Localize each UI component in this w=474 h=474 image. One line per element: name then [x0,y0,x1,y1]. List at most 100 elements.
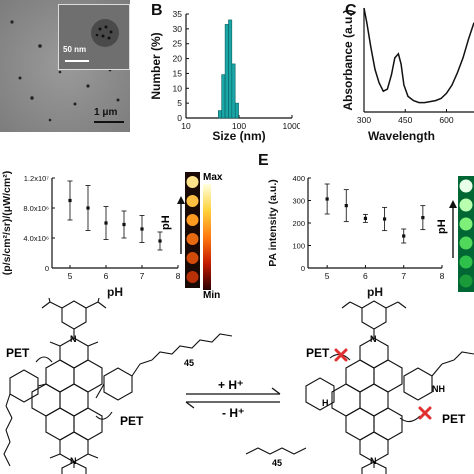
y-tick-label: 25 [173,39,183,49]
pa-well [459,217,473,231]
molecule-right [305,300,474,474]
panel-label-c: C [345,2,357,19]
peg-subscript-right: 45 [272,458,283,468]
absorbance-spectrum: 300 450 600 Wavelength Absorbance (a.u.) [341,7,474,143]
size-histogram: 0 5 10 15 20 25 30 35 10 100 1000 Size (nm) Number (… [149,9,300,143]
pa-intensity-chart: 0 100 200 300 400 5 6 7 8 pH PA intensity (a.u.) [267,174,445,299]
peg-subscript-left: 45 [184,358,195,368]
y-axis-title: PA intensity (a.u.) [267,179,279,267]
x-tick-label: 450 [398,115,412,125]
pa-well [459,198,473,212]
y-tick-label: 20 [173,54,183,64]
y-tick-label: 0 [301,264,305,273]
fluorescence-well [186,271,199,283]
y-tick-label: 5 [177,98,182,108]
panel-label-b: B [151,2,163,19]
y-tick-label: 15 [173,68,183,78]
blocked-pet-marks [334,348,432,420]
histogram-bar [234,102,239,119]
y-tick-label: 35 [173,9,183,19]
inset-scale-label: 50 nm [63,45,87,54]
pa-well [459,179,473,193]
data-point [325,197,329,201]
histogram-bar [231,63,236,119]
x-tick-label: 600 [439,115,453,125]
nitrogen-label-4: N [370,456,377,466]
tem-image: 50 nm 1 μm [0,0,130,132]
ph-arrow-d [177,196,185,254]
colorbar-max: Max [203,172,223,183]
y-tick-label: 30 [173,24,183,34]
x-tick-label: 5 [325,271,330,281]
main-scale-label: 1 μm [94,107,118,118]
x-tick-label: 100 [232,121,246,131]
histogram-bar [228,19,233,119]
equilibrium-arrows [185,387,281,409]
y-tick-label: 10 [173,83,183,93]
data-point [158,239,162,243]
data-point [382,217,387,221]
forward-label: + H⁺ [218,378,244,392]
pet-label-left-bottom: PET [120,414,144,428]
y-axis-title: Absorbance (a.u.) [341,9,355,110]
histogram-bar [221,74,226,119]
y-tick-label: 8.0x10⁶ [23,204,49,213]
x-axis-title: pH [107,285,123,299]
histogram-bar [218,110,222,119]
molecule-left [5,298,233,474]
x-tick-label: 300 [357,115,371,125]
tem-inset: 50 nm [58,4,130,70]
data-point [402,234,406,238]
x-tick-label: 7 [401,271,406,281]
panel-label-e: E [258,152,269,169]
pet-label-right-top: PET [306,346,330,360]
x-tick-label: 8 [176,271,181,281]
x-tick-label: 6 [104,271,109,281]
data-point [363,216,368,220]
pa-well [459,255,473,269]
colorbar-min: Min [203,290,221,301]
pet-label-left-top: PET [6,346,30,360]
x-tick-label: 5 [68,271,73,281]
data-point [68,198,72,203]
x-axis-title: Wavelength [368,129,435,143]
pa-well [459,236,473,250]
fluorescence-well [186,233,199,245]
y-tick-label: 200 [292,219,305,228]
fluorescence-well [186,195,199,207]
nitrogen-label-1: N [70,334,77,344]
fluorescence-well [186,176,199,188]
y-tick-label: 400 [292,174,305,183]
colorbar-ph-label: pH [160,215,172,230]
x-axis-title: Size (nm) [212,129,265,143]
data-point [421,216,425,220]
y-axis-title: (p/s/cm²/sr)/(μW/cm²) [1,171,13,275]
y-tick-label: 4.0x10⁶ [23,234,49,243]
data-point [344,204,348,208]
x-tick-label: 6 [363,271,368,281]
reaction-scheme [3,298,474,474]
h-label: H [322,398,329,408]
nitrogen-label-2: N [70,456,77,466]
pa-well [459,274,473,288]
y-tick-label: 100 [292,242,305,251]
x-tick-label: 1000 [283,121,300,131]
histogram-bar [224,24,229,119]
x-tick-label: 10 [181,121,191,131]
reverse-label: - H⁺ [222,406,245,420]
y-axis-title: Number (%) [149,32,163,99]
fluorescence-well [186,214,199,226]
x-tick-label: 7 [140,271,145,281]
pet-label-right-bottom: PET [442,412,466,426]
y-tick-label: 0 [177,113,182,123]
fluorescence-wells [186,176,199,283]
data-point [122,222,126,227]
data-point [104,221,108,225]
y-tick-label: 0 [45,264,49,273]
y-tick-label: 300 [292,197,305,206]
fluorescence-ph-chart: 0 4.0x10⁶ 8.0x10⁶ 1.2x10⁷ 5 6 7 8 pH (p/s/cm²/sr)… [1,171,181,299]
absorbance-line [363,7,474,104]
data-point [140,227,144,231]
pa-wells [459,179,473,288]
ph-arrow-e [449,200,457,258]
